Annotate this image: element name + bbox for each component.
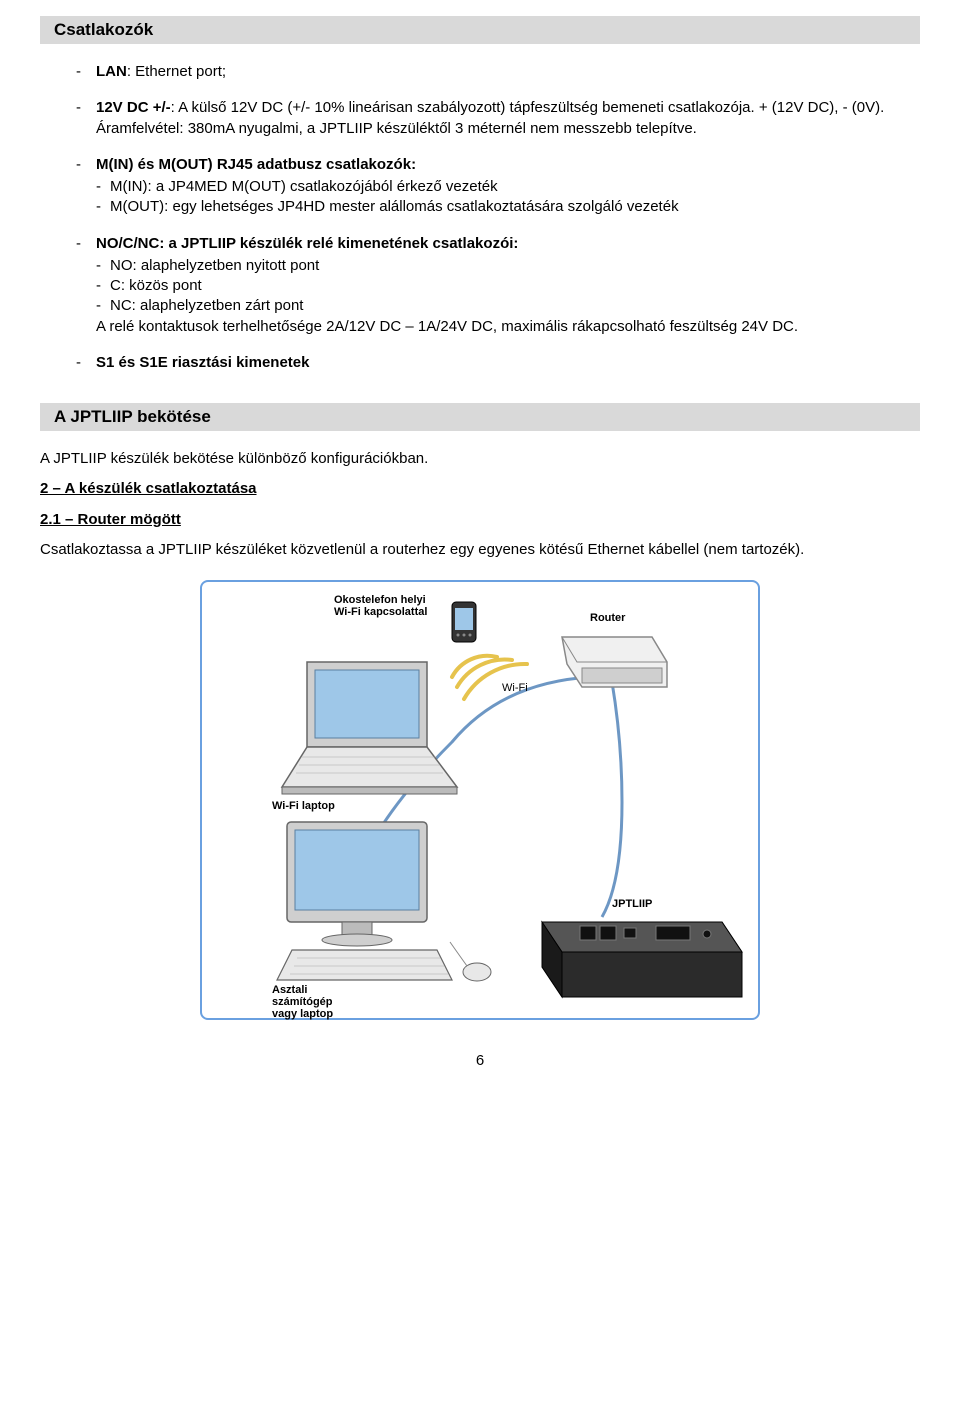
list-item: S1 és S1E riasztási kimenetek xyxy=(70,353,920,373)
jptliip-device-icon xyxy=(542,922,742,997)
diagram-label-phone: Okostelefon helyi Wi-Fi kapcsolattal xyxy=(334,594,444,618)
item-label: S1 és S1E riasztási kimenetek xyxy=(96,354,309,371)
item-label: LAN xyxy=(96,63,127,80)
diagram-label-device: JPTLIIP xyxy=(612,898,652,910)
item-text: : Ethernet port; xyxy=(127,63,226,80)
section-header-wiring: A JPTLIIP bekötése xyxy=(40,403,920,431)
sub-item: C: közös pont xyxy=(96,276,920,296)
heading-2: 2 – A készülék csatlakoztatása xyxy=(40,479,920,499)
section-header-connectors: Csatlakozók xyxy=(40,16,920,44)
connectors-list-wrap: LAN: Ethernet port; 12V DC +/-: A külső … xyxy=(70,62,920,373)
diagram-label-desktop: Asztali számítógép vagy laptop xyxy=(272,984,333,1020)
connectors-list: LAN: Ethernet port; 12V DC +/-: A külső … xyxy=(70,62,920,373)
item-label: M(IN) és M(OUT) RJ45 adatbusz csatlakozó… xyxy=(96,156,416,173)
sub-item: NO: alaphelyzetben nyitott pont xyxy=(96,256,920,276)
diagram-label-wifi: Wi-Fi xyxy=(502,682,528,694)
laptop-icon xyxy=(282,662,457,794)
page-number: 6 xyxy=(40,1052,920,1069)
connect-instruction: Csatlakoztassa a JPTLIIP készüléket közv… xyxy=(40,540,920,560)
diagram-container: Okostelefon helyi Wi-Fi kapcsolattal Rou… xyxy=(40,580,920,1026)
heading-2-1: 2.1 – Router mögött xyxy=(40,510,920,530)
sub-item: NC: alaphelyzetben zárt pont xyxy=(96,296,920,316)
sublist: NO: alaphelyzetben nyitott pont C: közös… xyxy=(96,256,920,317)
list-item: M(IN) és M(OUT) RJ45 adatbusz csatlakozó… xyxy=(70,155,920,218)
sub-item: M(IN): a JP4MED M(OUT) csatlakozójából é… xyxy=(96,177,920,197)
intro-text: A JPTLIIP készülék bekötése különböző ko… xyxy=(40,449,920,469)
desktop-icon xyxy=(277,822,491,981)
network-diagram: Okostelefon helyi Wi-Fi kapcsolattal Rou… xyxy=(200,580,760,1020)
sublist: M(IN): a JP4MED M(OUT) csatlakozójából é… xyxy=(96,177,920,218)
item-label: 12V DC +/- xyxy=(96,99,171,116)
item-after-text: A relé kontaktusok terhelhetősége 2A/12V… xyxy=(96,317,920,337)
item-label: NO/C/NC: a JPTLIIP készülék relé kimenet… xyxy=(96,235,518,252)
diagram-label-laptop: Wi-Fi laptop xyxy=(272,800,335,812)
item-text: : A külső 12V DC (+/- 10% lineárisan sza… xyxy=(96,99,884,136)
router-icon xyxy=(562,637,667,687)
list-item: LAN: Ethernet port; xyxy=(70,62,920,82)
diagram-label-router: Router xyxy=(590,612,625,624)
list-item: 12V DC +/-: A külső 12V DC (+/- 10% line… xyxy=(70,98,920,139)
list-item: NO/C/NC: a JPTLIIP készülék relé kimenet… xyxy=(70,234,920,337)
sub-item: M(OUT): egy lehetséges JP4HD mester alál… xyxy=(96,197,920,217)
smartphone-icon xyxy=(452,602,476,642)
